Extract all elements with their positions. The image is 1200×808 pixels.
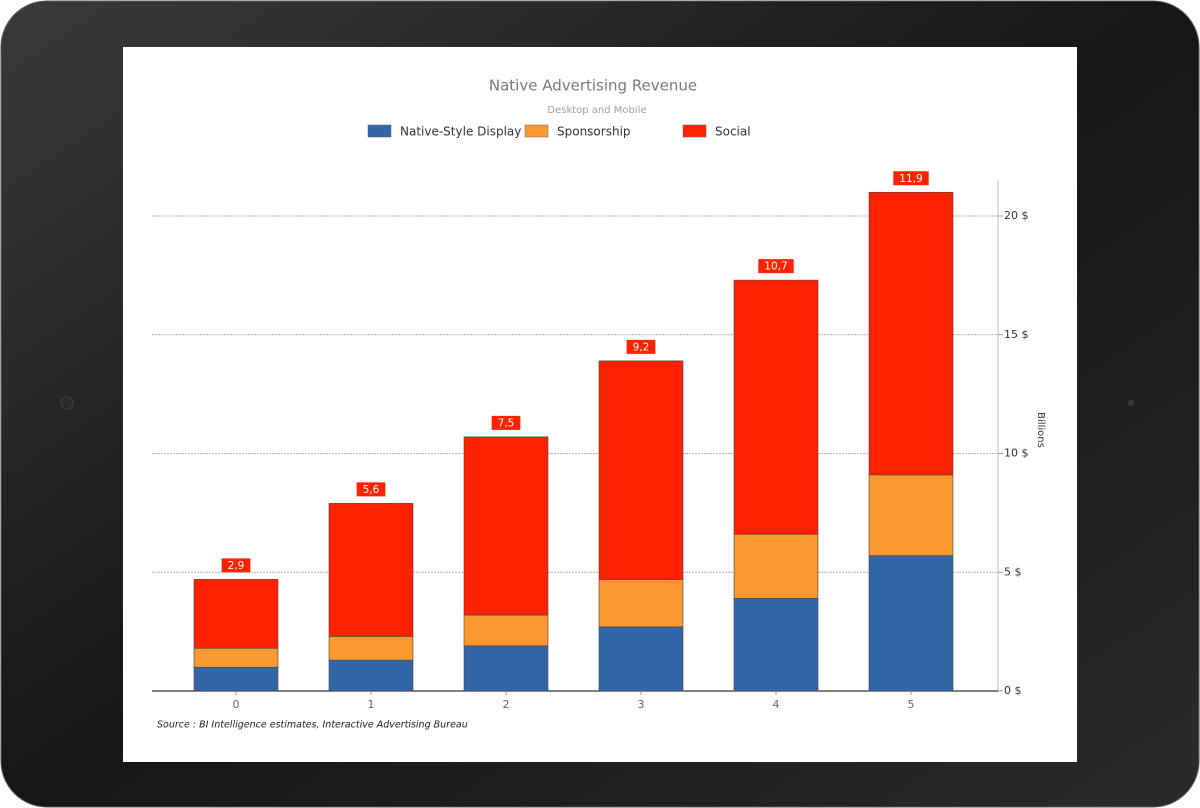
chart-subtitle: Desktop and Mobile bbox=[547, 105, 646, 116]
bar-segment bbox=[868, 555, 954, 692]
chart-title: Native Advertising Revenue bbox=[489, 77, 697, 95]
bar-segment bbox=[463, 645, 549, 692]
x-tick-label: 0 bbox=[233, 698, 240, 711]
x-tick-label: 5 bbox=[908, 698, 915, 711]
x-tick-label: 4 bbox=[773, 698, 780, 711]
y-axis-label: Billions bbox=[1035, 412, 1046, 448]
bar-segment bbox=[733, 598, 819, 692]
y-tick-label: 10 $ bbox=[1004, 447, 1029, 460]
data-label-box bbox=[221, 558, 251, 573]
x-tick-label: 3 bbox=[638, 698, 645, 711]
data-label: 10,7 bbox=[764, 261, 787, 273]
bar-segment bbox=[733, 279, 819, 535]
y-tick-label: 0 $ bbox=[1004, 684, 1022, 697]
x-tick-label: 1 bbox=[368, 698, 375, 711]
data-label-box bbox=[356, 482, 386, 497]
data-label: 5,6 bbox=[363, 484, 380, 496]
source-note: Source : BI Intelligence estimates, Inte… bbox=[157, 720, 468, 731]
data-label: 11,9 bbox=[899, 173, 922, 185]
bar-segment bbox=[193, 666, 279, 692]
bar-segment bbox=[598, 626, 684, 692]
legend-label: Sponsorship bbox=[557, 125, 631, 139]
bar-segment bbox=[868, 191, 954, 476]
data-label-box bbox=[758, 259, 794, 274]
data-label-box bbox=[893, 171, 929, 186]
camera bbox=[60, 396, 74, 410]
y-tick-label: 5 $ bbox=[1004, 565, 1022, 578]
y-tick-label: 20 $ bbox=[1004, 209, 1029, 222]
legend-label: Native-Style Display bbox=[400, 125, 521, 139]
bar-segment bbox=[328, 636, 414, 661]
bar-segment bbox=[193, 579, 279, 649]
bar-segment bbox=[463, 614, 549, 647]
sensor bbox=[1128, 400, 1134, 406]
legend-swatch bbox=[524, 124, 549, 138]
legend-label: Social bbox=[715, 125, 751, 139]
bar-segment bbox=[463, 436, 549, 616]
data-label-box bbox=[626, 339, 656, 354]
legend-swatch bbox=[682, 124, 707, 138]
bar-segment bbox=[328, 503, 414, 637]
legend-swatch bbox=[367, 124, 392, 138]
data-label: 2,9 bbox=[228, 560, 245, 572]
data-label: 9,2 bbox=[633, 341, 650, 353]
bar-segment bbox=[598, 360, 684, 580]
y-tick-label: 15 $ bbox=[1004, 328, 1029, 341]
bar-segment bbox=[328, 659, 414, 692]
x-tick-label: 2 bbox=[503, 698, 510, 711]
bar-segment bbox=[868, 474, 954, 556]
data-label: 7,5 bbox=[498, 417, 515, 429]
bar-segment bbox=[598, 579, 684, 628]
data-label-box bbox=[491, 415, 521, 430]
bar-segment bbox=[733, 533, 819, 599]
bar-segment bbox=[193, 647, 279, 668]
